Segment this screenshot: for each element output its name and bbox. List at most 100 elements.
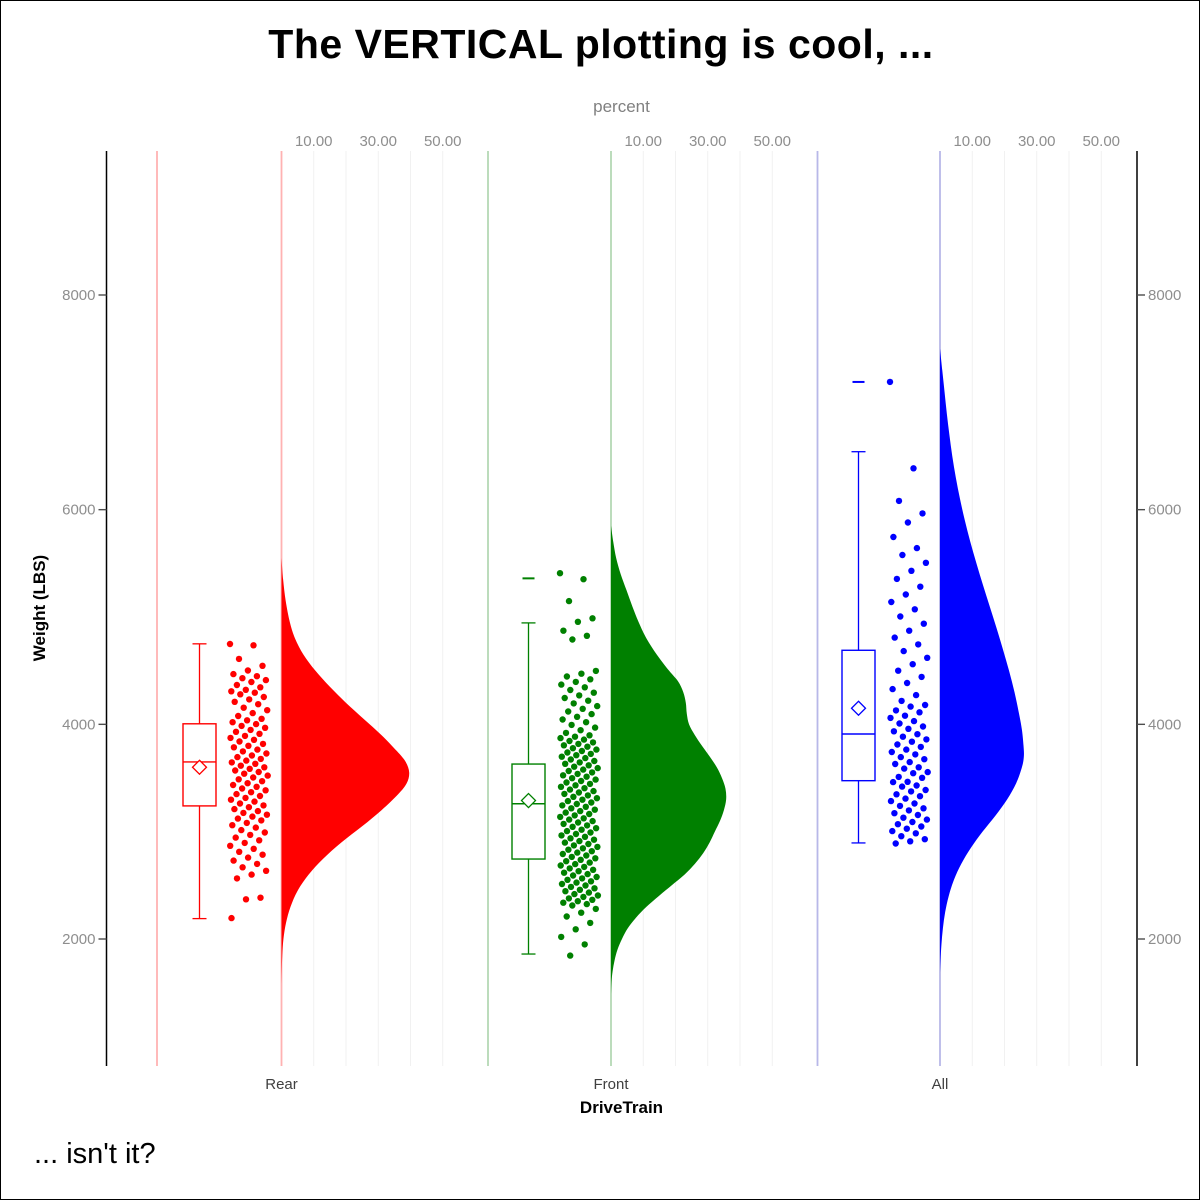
scatter-point-rear bbox=[257, 684, 264, 691]
scatter-point-all bbox=[892, 840, 899, 847]
scatter-point-front bbox=[582, 882, 589, 889]
scatter-point-rear bbox=[228, 914, 235, 922]
scatter-point-front bbox=[577, 727, 584, 734]
scatter-point-all bbox=[913, 544, 921, 552]
right-axis-tick-label: 4000 bbox=[1148, 716, 1181, 733]
scatter-point-front bbox=[559, 772, 567, 779]
scatter-point-rear bbox=[250, 845, 257, 852]
scatter-point-rear bbox=[251, 798, 258, 805]
scatter-point-rear bbox=[243, 717, 251, 724]
scatter-point-front bbox=[581, 941, 588, 948]
scatter-point-all bbox=[909, 661, 916, 668]
scatter-point-all bbox=[889, 827, 896, 835]
scatter-point-rear bbox=[226, 640, 234, 648]
scatter-point-all bbox=[903, 679, 911, 687]
scatter-point-rear bbox=[240, 809, 247, 817]
chart-title: The VERTICAL plotting is cool, ... bbox=[268, 21, 934, 67]
percent-tick-label: 50.00 bbox=[753, 133, 791, 150]
scatter-point-rear bbox=[250, 642, 257, 649]
scatter-point-front bbox=[579, 796, 586, 803]
scatter-point-front bbox=[571, 812, 578, 819]
scatter-point-rear bbox=[259, 851, 266, 858]
scatter-point-front bbox=[594, 764, 601, 772]
scatter-point-front bbox=[558, 832, 565, 839]
scatter-point-rear bbox=[230, 744, 238, 751]
scatter-point-front bbox=[580, 576, 587, 583]
scatter-point-all bbox=[915, 641, 922, 648]
scatter-point-front bbox=[566, 737, 573, 745]
scatter-point-all bbox=[918, 774, 926, 781]
scatter-point-all bbox=[923, 816, 931, 823]
scatter-point-front bbox=[565, 846, 572, 853]
scatter-point-all bbox=[909, 818, 916, 826]
scatter-point-all bbox=[887, 797, 895, 805]
scatter-point-all bbox=[903, 746, 910, 753]
scatter-point-all bbox=[907, 788, 915, 795]
scatter-point-front bbox=[569, 745, 577, 752]
scatter-point-all bbox=[893, 575, 901, 583]
scatter-point-front bbox=[584, 792, 592, 799]
scatter-point-rear bbox=[250, 736, 258, 743]
scatter-point-front bbox=[566, 786, 574, 793]
scatter-point-front bbox=[558, 933, 565, 941]
scatter-point-all bbox=[898, 697, 905, 705]
scatter-point-all bbox=[921, 701, 929, 709]
mean-diamond-rear bbox=[191, 759, 208, 776]
scatter-point-rear bbox=[235, 712, 242, 720]
scatter-point-rear bbox=[244, 854, 252, 861]
scatter-point-all bbox=[920, 620, 927, 627]
scatter-point-all bbox=[917, 743, 924, 751]
scatter-point-rear bbox=[262, 676, 270, 684]
scatter-point-all bbox=[905, 725, 912, 732]
scatter-point-rear bbox=[245, 804, 253, 811]
scatter-point-front bbox=[574, 898, 581, 905]
scatter-point-front bbox=[568, 853, 575, 861]
scatter-point-front bbox=[592, 905, 599, 913]
scatter-point-front bbox=[570, 842, 578, 849]
percent-tick-label: 30.00 bbox=[359, 133, 397, 150]
scatter-point-front bbox=[572, 860, 579, 868]
scatter-point-rear bbox=[239, 748, 247, 755]
scatter-point-rear bbox=[241, 839, 248, 847]
scatter-point-rear bbox=[227, 842, 234, 849]
scatter-point-rear bbox=[244, 780, 251, 787]
scatter-point-front bbox=[589, 866, 597, 873]
scatter-point-front bbox=[565, 895, 573, 902]
scatter-point-all bbox=[896, 802, 904, 810]
scatter-point-front bbox=[575, 868, 582, 875]
scatter-point-rear bbox=[246, 765, 253, 772]
scatter-point-front bbox=[585, 840, 592, 848]
scatter-point-front bbox=[585, 762, 592, 769]
scatter-point-front bbox=[589, 739, 597, 746]
scatter-point-rear bbox=[235, 776, 242, 783]
scatter-point-all bbox=[918, 823, 925, 830]
scatter-point-front bbox=[583, 632, 591, 639]
scatter-point-front bbox=[573, 752, 580, 759]
scatter-point-rear bbox=[258, 778, 266, 785]
scatter-point-rear bbox=[253, 783, 260, 790]
scatter-point-all bbox=[895, 667, 902, 674]
scatter-point-front bbox=[573, 713, 581, 720]
scatter-point-front bbox=[562, 760, 569, 767]
scatter-point-front bbox=[588, 710, 595, 718]
scatter-point-rear bbox=[241, 770, 248, 777]
scatter-point-all bbox=[894, 821, 902, 828]
scatter-point-front bbox=[576, 886, 584, 893]
scatter-point-front bbox=[580, 815, 587, 822]
scatter-point-front bbox=[578, 747, 586, 755]
scatter-point-front bbox=[563, 827, 571, 835]
scatter-point-rear bbox=[262, 787, 269, 794]
scatter-point-front bbox=[583, 900, 590, 908]
scatter-point-front bbox=[576, 759, 583, 766]
scatter-point-front bbox=[561, 839, 569, 846]
scatter-point-rear bbox=[238, 785, 246, 792]
scatter-point-rear bbox=[233, 790, 240, 798]
scatter-point-front bbox=[584, 743, 591, 750]
scatter-point-rear bbox=[257, 755, 264, 763]
scatter-point-all bbox=[897, 613, 904, 620]
scatter-point-rear bbox=[229, 822, 236, 829]
percent-tick-label: 50.00 bbox=[1082, 133, 1120, 150]
scatter-point-front bbox=[586, 859, 593, 866]
scatter-point-rear bbox=[240, 704, 247, 711]
